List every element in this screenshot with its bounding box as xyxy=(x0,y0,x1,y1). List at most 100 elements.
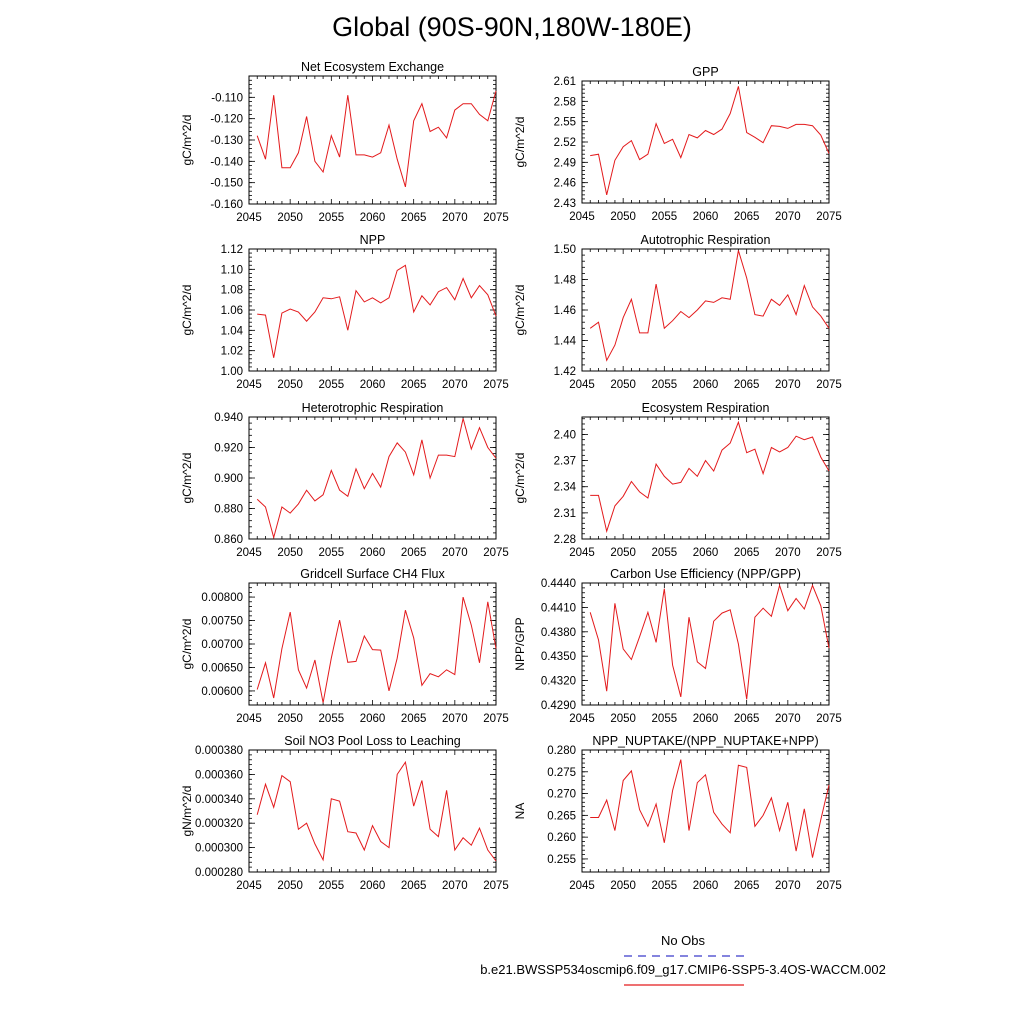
x-tick-label: 2070 xyxy=(775,880,801,892)
x-tick-label: 2055 xyxy=(652,379,678,391)
y-tick-label: 0.000340 xyxy=(195,794,243,806)
y-tick-label: 2.46 xyxy=(554,178,576,190)
series-line xyxy=(589,250,830,362)
x-tick-label: 2070 xyxy=(442,379,468,391)
y-tick-label: 0.00750 xyxy=(201,616,243,628)
y-tick-label: 1.08 xyxy=(221,285,243,297)
y-tick-label: 0.4440 xyxy=(541,578,576,590)
y-tick-label: 1.50 xyxy=(554,244,576,256)
legend-obs-label: No Obs xyxy=(660,933,706,948)
chart-panel-10: NPP_NUPTAKE/(NPP_NUPTAKE+NPP) 2045 2050 205… xyxy=(513,734,842,892)
y-axis-label: gC/m^2/d xyxy=(513,453,527,504)
y-tick-label: 0.275 xyxy=(547,767,576,779)
series-line xyxy=(256,760,497,862)
x-tick-label: 2065 xyxy=(734,211,760,223)
y-tick-label: 0.00650 xyxy=(201,662,243,674)
x-tick-label: 2060 xyxy=(360,379,386,391)
x-tick-label: 2070 xyxy=(775,547,801,559)
y-tick-label: 1.04 xyxy=(221,325,244,337)
y-tick-label: 2.40 xyxy=(554,429,576,441)
series-line xyxy=(590,420,830,534)
x-tick-label: 2060 xyxy=(360,880,386,892)
chart-panel-6: Ecosystem Respiration 2045 2050 2055 2060 206… xyxy=(513,401,842,559)
x-tick-label: 2055 xyxy=(319,547,345,559)
chart-panel-3: NPP 2045 2050 2055 2060 2065 2070 2075 1.00 1.02 1… xyxy=(180,233,509,391)
y-axis-label: gC/m^2/d xyxy=(513,117,527,168)
y-tick-label: 1.46 xyxy=(554,305,576,317)
chart-panel-7: Gridcell Surface CH4 Flux 2045 2050 2055 206… xyxy=(180,567,509,725)
y-tick-label: -0.140 xyxy=(210,156,243,168)
y-tick-label: 0.860 xyxy=(214,534,243,546)
y-tick-label: 0.4290 xyxy=(541,700,576,712)
y-tick-label: 0.00800 xyxy=(201,592,243,604)
series-line xyxy=(256,90,497,188)
x-tick-label: 2050 xyxy=(277,379,303,391)
series-line xyxy=(256,418,497,540)
y-tick-label: 1.44 xyxy=(554,336,577,348)
chart-title: Heterotrophic Respiration xyxy=(302,401,444,415)
y-tick-label: 0.00700 xyxy=(201,639,243,651)
x-tick-label: 2065 xyxy=(401,212,427,224)
x-tick-label: 2065 xyxy=(401,713,427,725)
x-tick-label: 2065 xyxy=(734,880,760,892)
y-tick-label: -0.160 xyxy=(210,199,243,211)
y-tick-label: 2.31 xyxy=(554,508,576,520)
series-line xyxy=(256,596,497,703)
chart-panel-2: GPP 2045 2050 2055 2060 2065 2070 2075 2.43 2.46 2… xyxy=(513,65,842,223)
y-tick-label: 1.42 xyxy=(554,366,576,378)
chart-title: Carbon Use Efficiency (NPP/GPP) xyxy=(610,567,801,581)
y-tick-label: 1.06 xyxy=(221,305,243,317)
y-tick-label: 0.000320 xyxy=(195,818,243,830)
x-tick-label: 2045 xyxy=(236,212,262,224)
y-tick-label: 0.265 xyxy=(547,810,576,822)
x-tick-label: 2060 xyxy=(360,547,386,559)
y-axis-label: gC/m^2/d xyxy=(513,285,527,336)
x-tick-label: 2045 xyxy=(236,713,262,725)
chart-title: Autotrophic Respiration xyxy=(641,233,771,247)
y-tick-label: 0.00600 xyxy=(201,686,243,698)
x-tick-label: 2055 xyxy=(319,212,345,224)
y-tick-label: 0.4350 xyxy=(541,651,576,663)
x-tick-label: 2055 xyxy=(652,547,678,559)
x-tick-label: 2075 xyxy=(816,547,842,559)
y-tick-label: 0.920 xyxy=(214,443,243,455)
y-axis-label: gC/m^2/d xyxy=(180,453,194,504)
y-tick-label: 0.900 xyxy=(214,473,243,485)
series-line xyxy=(257,264,497,358)
y-tick-label: 2.28 xyxy=(554,534,576,546)
x-tick-label: 2055 xyxy=(652,211,678,223)
x-tick-label: 2060 xyxy=(693,713,719,725)
y-tick-label: 0.000360 xyxy=(195,769,243,781)
x-tick-label: 2075 xyxy=(816,211,842,223)
y-tick-label: 1.02 xyxy=(221,346,243,358)
chart-panel-5: Heterotrophic Respiration 2045 2050 2055 206… xyxy=(180,401,509,559)
y-axis-label: gC/m^2/d xyxy=(180,115,194,166)
x-tick-label: 2050 xyxy=(277,547,303,559)
chart-panel-9: Soil NO3 Pool Loss to Leaching 2045 2050 20… xyxy=(180,734,509,892)
x-tick-label: 2060 xyxy=(693,211,719,223)
chart-title: NPP xyxy=(360,233,386,247)
x-tick-label: 2075 xyxy=(483,880,509,892)
x-tick-label: 2070 xyxy=(775,211,801,223)
y-tick-label: -0.110 xyxy=(211,92,243,104)
x-tick-label: 2045 xyxy=(236,379,262,391)
y-tick-label: 0.4410 xyxy=(541,602,576,614)
x-tick-label: 2045 xyxy=(569,547,595,559)
y-axis-label: NA xyxy=(513,803,527,820)
y-tick-label: 2.58 xyxy=(554,96,576,108)
y-tick-label: 1.12 xyxy=(221,244,243,256)
y-tick-label: 0.880 xyxy=(214,504,243,516)
y-tick-label: 0.255 xyxy=(547,854,576,866)
x-tick-label: 2075 xyxy=(483,713,509,725)
x-tick-label: 2065 xyxy=(401,547,427,559)
y-tick-label: 2.49 xyxy=(554,157,576,169)
chart-title: Ecosystem Respiration xyxy=(642,401,770,415)
y-tick-label: 0.4320 xyxy=(541,676,576,688)
series-line xyxy=(590,759,830,858)
x-tick-label: 2050 xyxy=(610,547,636,559)
x-tick-label: 2055 xyxy=(652,880,678,892)
x-tick-label: 2045 xyxy=(569,713,595,725)
x-tick-label: 2045 xyxy=(236,880,262,892)
x-tick-label: 2060 xyxy=(693,880,719,892)
